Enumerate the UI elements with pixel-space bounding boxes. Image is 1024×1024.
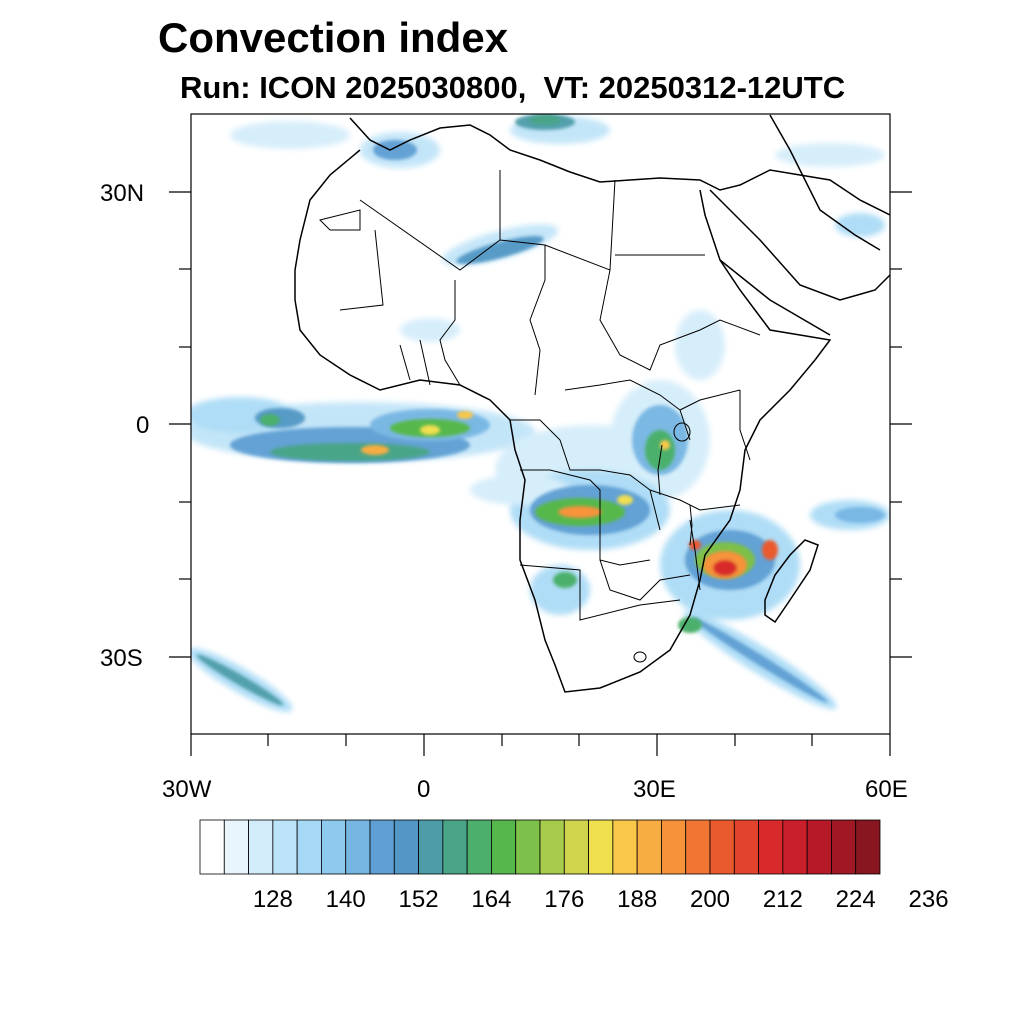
lakes [633,422,693,663]
colorbar-swatch [345,819,371,875]
colorbar-label: 212 [762,886,803,913]
colorbar-swatch [321,819,347,875]
lon-label-30e: 30E [633,776,676,803]
colorbar-label: 188 [617,886,658,913]
colorbar-swatch [661,819,687,875]
colorbar-swatch [709,819,735,875]
colorbar-swatch [733,819,759,875]
colorbar-label: 224 [835,886,876,913]
lon-label-30w: 30W [162,776,212,803]
colorbar-swatch [272,819,298,875]
convection-field [191,114,890,712]
colorbar-swatch [393,819,419,875]
lat-label-0: 0 [136,412,150,439]
colorbar-swatch [296,819,322,875]
colorbar-swatch [831,819,857,875]
colorbar-swatch [199,819,225,875]
country-borders [319,170,761,621]
colorbar-swatch [563,819,589,875]
colorbar-label: 176 [544,886,585,913]
colorbar-swatch [685,819,711,875]
lon-label-0: 0 [417,776,431,803]
lon-label-60e: 60E [865,776,908,803]
colorbar-swatch [855,819,881,875]
colorbar-swatch [636,819,662,875]
colorbar-label: 164 [471,886,512,913]
colorbar-swatch [418,819,444,875]
axis-ticks [169,191,912,756]
colorbar-swatch [758,819,784,875]
colorbar-swatch [248,819,274,875]
map-subtitle: Run: ICON 2025030800, VT: 20250312-12UTC [180,70,846,105]
colorbar-label: 128 [252,886,293,913]
colorbar-label: 236 [908,886,949,913]
colorbar-swatch [612,819,638,875]
colorbar-swatch [369,819,395,875]
colorbar-swatch [588,819,614,875]
colorbar-swatch [442,819,468,875]
colorbar-label: 140 [325,886,366,913]
map-title: Convection index [158,14,509,61]
colorbar-swatch [223,819,249,875]
colorbar-label: 152 [398,886,439,913]
colorbar [199,819,881,875]
colorbar-swatch [515,819,541,875]
colorbar-swatch [806,819,832,875]
lat-label-30n: 30N [100,180,145,207]
colorbar-swatch [466,819,492,875]
colorbar-swatch [491,819,517,875]
colorbar-swatch [782,819,808,875]
colorbar-swatch [539,819,565,875]
colorbar-label: 200 [689,886,731,913]
coastlines [294,114,890,693]
lat-label-30s: 30S [100,645,143,672]
